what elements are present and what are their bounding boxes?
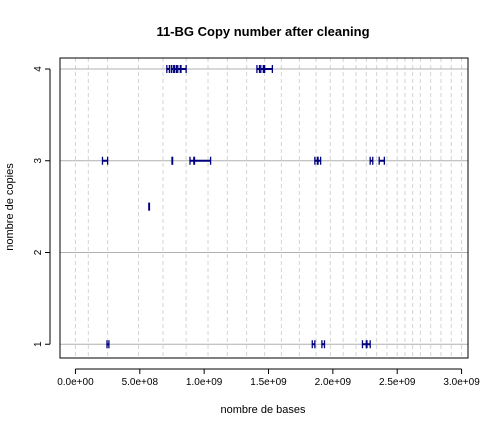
- copy-segment: [263, 65, 274, 74]
- copy-segment: [361, 340, 367, 349]
- grid-layer: [60, 58, 469, 358]
- copy-segment: [177, 65, 181, 74]
- copy-segment: [148, 202, 151, 211]
- copy-segment: [193, 156, 212, 165]
- y-tick-label: 2: [33, 249, 44, 255]
- y-tick-label: 3: [33, 158, 44, 164]
- y-tick-label: 1: [33, 341, 44, 347]
- copy-segment: [260, 65, 265, 74]
- x-tick-label: 3.0e+09: [443, 377, 480, 388]
- copy-segment: [369, 156, 374, 165]
- chart-title: 11-BG Copy number after cleaning: [156, 24, 369, 39]
- copy-segment: [180, 65, 187, 74]
- y-tick-label: 4: [33, 66, 44, 72]
- x-tick-label: 0.0e+00: [57, 377, 94, 388]
- copy-segment: [321, 340, 326, 349]
- x-tick-label: 5.0e+08: [122, 377, 159, 388]
- copy-segment: [173, 65, 178, 74]
- axes-layer: 0.0e+00 5.0e+08 1.0e+09 1.5e+09 2.0e+09 2.5e+…: [33, 57, 480, 388]
- copy-segment: [256, 65, 261, 74]
- x-axis-label: nombre de bases: [221, 404, 306, 416]
- copy-segment: [189, 156, 195, 165]
- x-tick-label: 2.0e+09: [315, 377, 352, 388]
- x-tick-label: 2.5e+09: [379, 377, 416, 388]
- copy-segment: [166, 65, 171, 74]
- copy-segment: [378, 156, 385, 165]
- x-tick-label: 1.5e+09: [250, 377, 287, 388]
- copy-segment: [317, 156, 322, 165]
- plot-frame: [59, 57, 469, 359]
- copy-segment: [101, 156, 109, 165]
- data-layer: [101, 65, 385, 349]
- copy-segment: [366, 340, 371, 349]
- copy-segment: [311, 340, 316, 349]
- x-tick-label: 1.0e+09: [186, 377, 223, 388]
- copy-segment: [171, 156, 174, 165]
- y-axis-label: nombre de copies: [4, 163, 16, 251]
- copy-segment: [170, 65, 174, 74]
- copy-segment: [106, 340, 110, 349]
